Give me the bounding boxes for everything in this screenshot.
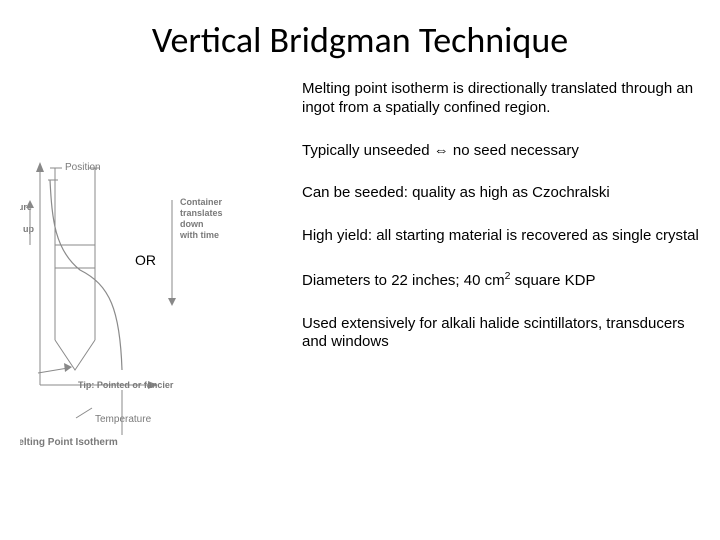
bullet-5a: Diameters to 22 inches; 40 cm [302,272,505,289]
label-container-down: Container translates down with time [179,197,223,240]
bullet-5b: square KDP [510,272,595,289]
label-tip: Tip: Pointed or fancier [78,380,174,390]
label-melting-isotherm: Melting Point Isotherm [20,437,118,448]
label-temperature: Temperature [95,414,152,425]
bullet-2a: Typically unseeded [302,142,434,159]
bullet-2: Typically unseeded ⇔ no seed necessary [302,142,700,161]
bullet-list: Melting point isotherm is directionally … [302,80,700,376]
label-or: OR [135,252,156,268]
label-temp-profile: Temperature profile translates up with t… [20,202,35,245]
bullet-3: Can be seeded: quality as high as Czochr… [302,184,700,203]
bridgman-diagram: Position Temperature Temperature profile… [20,150,300,470]
bullet-6: Used extensively for alkali halide scint… [302,315,700,353]
bullet-1: Melting point isotherm is directionally … [302,80,700,118]
svg-text:translates up: translates up [20,224,35,234]
svg-text:translates: translates [180,208,223,218]
page-title: Vertical Bridgman Technique [0,18,720,62]
bullet-5: Diameters to 22 inches; 40 cm2 square KD… [302,270,700,291]
bullet-2-arrow: ⇔ [434,142,449,159]
bullet-2b: no seed necessary [449,142,579,159]
svg-text:down: down [180,219,204,229]
svg-text:Container: Container [180,197,223,207]
svg-text:with time: with time [179,230,219,240]
bullet-4: High yield: all starting material is rec… [302,227,700,246]
